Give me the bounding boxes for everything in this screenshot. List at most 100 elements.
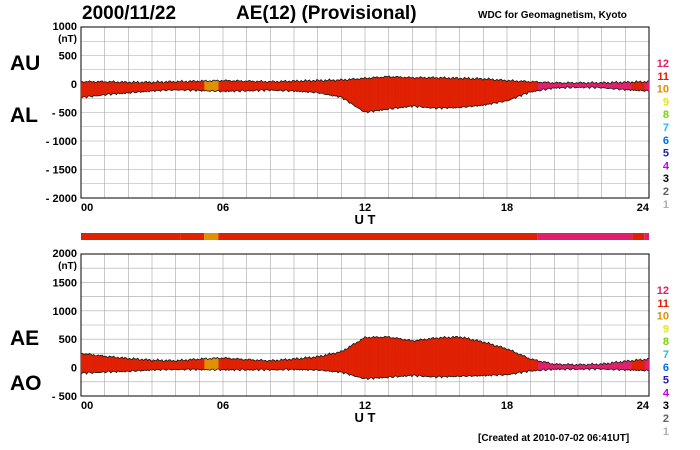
area-strip [489, 343, 492, 377]
area-strip [488, 77, 491, 105]
area-strip [431, 76, 434, 109]
area-strip [127, 357, 130, 372]
area-strip [354, 78, 357, 108]
area-strip [435, 77, 438, 110]
area-strip [637, 359, 640, 372]
legend-count-1: 1 [663, 199, 669, 211]
area-strip [454, 335, 457, 378]
area-strip [363, 76, 366, 112]
legend-count-12: 12 [657, 285, 669, 297]
area-strip [401, 339, 404, 377]
legend-count-4: 4 [663, 160, 670, 172]
area-strip [85, 81, 87, 99]
area-strip [417, 77, 420, 109]
area-strip [420, 76, 422, 108]
area-strip [410, 77, 413, 108]
area-strip [457, 335, 459, 377]
area-strip [310, 80, 313, 93]
area-strip [539, 82, 542, 92]
al-label: AL [10, 104, 38, 127]
area-strip [254, 81, 256, 91]
area-strip [323, 79, 326, 95]
area-strip [529, 81, 532, 93]
area-strip [214, 357, 217, 371]
area-strip [134, 358, 137, 372]
area-strip [373, 336, 376, 380]
area-strip [322, 80, 325, 95]
area-strip [539, 361, 542, 372]
area-strip [394, 75, 397, 108]
area-strip [208, 358, 211, 371]
area-strip [330, 79, 333, 97]
area-strip [369, 336, 371, 379]
area-strip [225, 356, 228, 371]
area-strip [506, 79, 509, 102]
area-strip [114, 357, 117, 374]
area-strip [319, 354, 322, 371]
area-strip [92, 354, 94, 375]
area-strip [533, 359, 536, 372]
area-strip [370, 337, 373, 378]
x-tick-label: 00 [81, 400, 93, 412]
area-strip [184, 80, 187, 92]
area-strip [525, 355, 528, 373]
legend-count-9: 9 [663, 96, 669, 108]
area-strip [391, 76, 394, 110]
area-strip [242, 359, 245, 371]
area-strip [509, 349, 512, 375]
area-strip [427, 337, 430, 377]
legend-count-7: 7 [663, 122, 669, 134]
area-strip [627, 80, 630, 91]
area-strip [340, 350, 343, 373]
area-strip [366, 78, 369, 114]
area-strip [496, 344, 499, 377]
area-strip [288, 358, 290, 371]
area-strip [445, 77, 448, 110]
area-strip [448, 76, 451, 109]
area-strip [414, 77, 417, 107]
x-axis-label: U T [355, 212, 376, 227]
area-strip [471, 77, 474, 108]
area-strip [100, 80, 103, 96]
area-strip [248, 80, 251, 92]
area-strip [545, 361, 547, 372]
area-strip [246, 80, 249, 91]
area-strip [390, 337, 393, 378]
area-strip [435, 337, 438, 379]
area-strip [102, 354, 104, 373]
area-strip [96, 354, 99, 373]
area-strip [190, 80, 192, 92]
area-strip [515, 352, 518, 375]
area-strip [494, 80, 496, 104]
area-strip [603, 362, 606, 370]
area-strip [292, 358, 295, 371]
area-strip [447, 77, 449, 110]
area-strip [99, 354, 102, 373]
area-strip [451, 335, 454, 378]
area-strip [106, 81, 109, 96]
area-strip [428, 76, 431, 109]
area-strip [356, 341, 359, 378]
area-strip [300, 79, 303, 93]
area-strip [364, 336, 367, 379]
y-tick-label: 500 [59, 51, 77, 63]
area-strip [140, 358, 143, 372]
y-tick-label: 1000 [53, 306, 77, 318]
area-strip [411, 340, 414, 378]
area-strip [249, 80, 252, 92]
area-strip [359, 77, 361, 110]
legend-count-8: 8 [663, 109, 669, 121]
area-strip [353, 342, 356, 377]
area-strip [363, 335, 366, 379]
area-strip [293, 80, 296, 93]
station-bar-segment [81, 233, 181, 240]
area-strip [423, 76, 425, 109]
area-strip [425, 78, 428, 108]
area-strip [346, 79, 349, 102]
ae-label: AE [10, 327, 40, 350]
area-strip [499, 78, 502, 103]
area-strip [386, 336, 388, 379]
area-strip [376, 336, 378, 379]
area-strip [327, 352, 330, 372]
area-strip [538, 82, 540, 92]
